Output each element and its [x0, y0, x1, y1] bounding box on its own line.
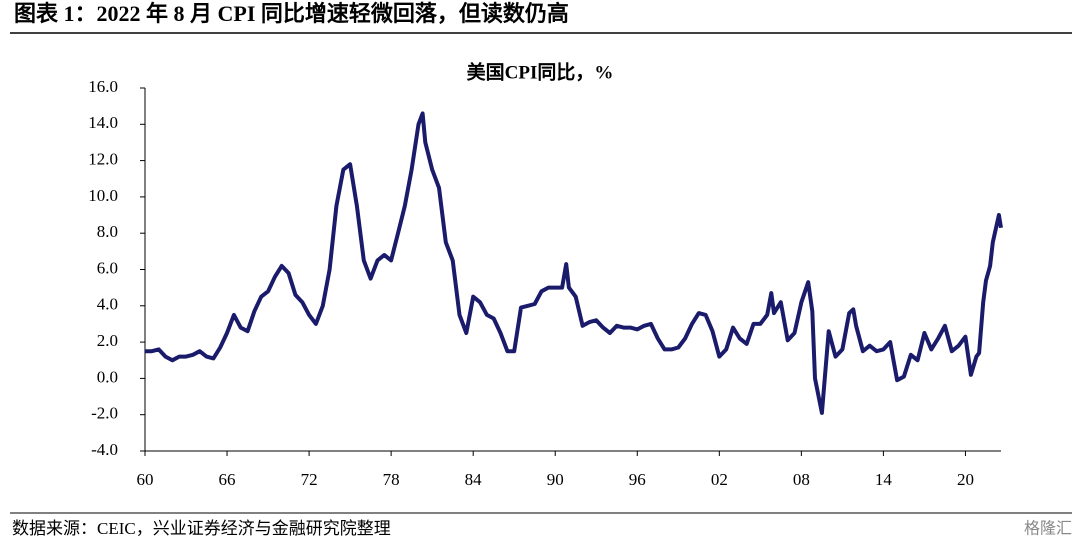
source: 数据来源：CEIC，兴业证券经济与金融研究院整理	[12, 519, 391, 538]
x-tick-label: 72	[301, 470, 318, 489]
y-tick-label: 14.0	[88, 113, 118, 132]
x-tick-label: 66	[219, 470, 236, 489]
cpi-line	[145, 111, 1003, 415]
x-tick-label: 08	[793, 470, 810, 489]
x-tick-label: 96	[629, 470, 646, 489]
y-tick-label: 10.0	[88, 186, 118, 205]
x-tick-label: 20	[957, 470, 974, 489]
x-tick-label: 90	[547, 470, 564, 489]
watermark: 格隆汇	[1024, 520, 1072, 538]
y-tick-label: 6.0	[97, 258, 118, 277]
x-tick-label: 60	[137, 470, 154, 489]
y-tick-label: -2.0	[91, 404, 118, 423]
y-tick-label: 0.0	[97, 367, 118, 386]
y-tick-label: -4.0	[91, 440, 118, 459]
chart-title: 美国CPI同比，%	[467, 60, 614, 83]
y-tick-label: 2.0	[97, 331, 118, 350]
x-tick-label: 84	[465, 470, 483, 489]
y-tick-label: 4.0	[97, 295, 118, 314]
x-tick-label: 78	[383, 470, 400, 489]
x-tick-label: 14	[875, 470, 893, 489]
y-tick-label: 16.0	[88, 77, 118, 96]
x-tick-label: 02	[711, 470, 728, 489]
y-tick-label: 12.0	[88, 150, 118, 169]
header: 图表 1：2022 年 8 月 CPI 同比增速轻微回落，但读数仍高	[14, 1, 569, 26]
y-tick-label: 8.0	[97, 222, 118, 241]
